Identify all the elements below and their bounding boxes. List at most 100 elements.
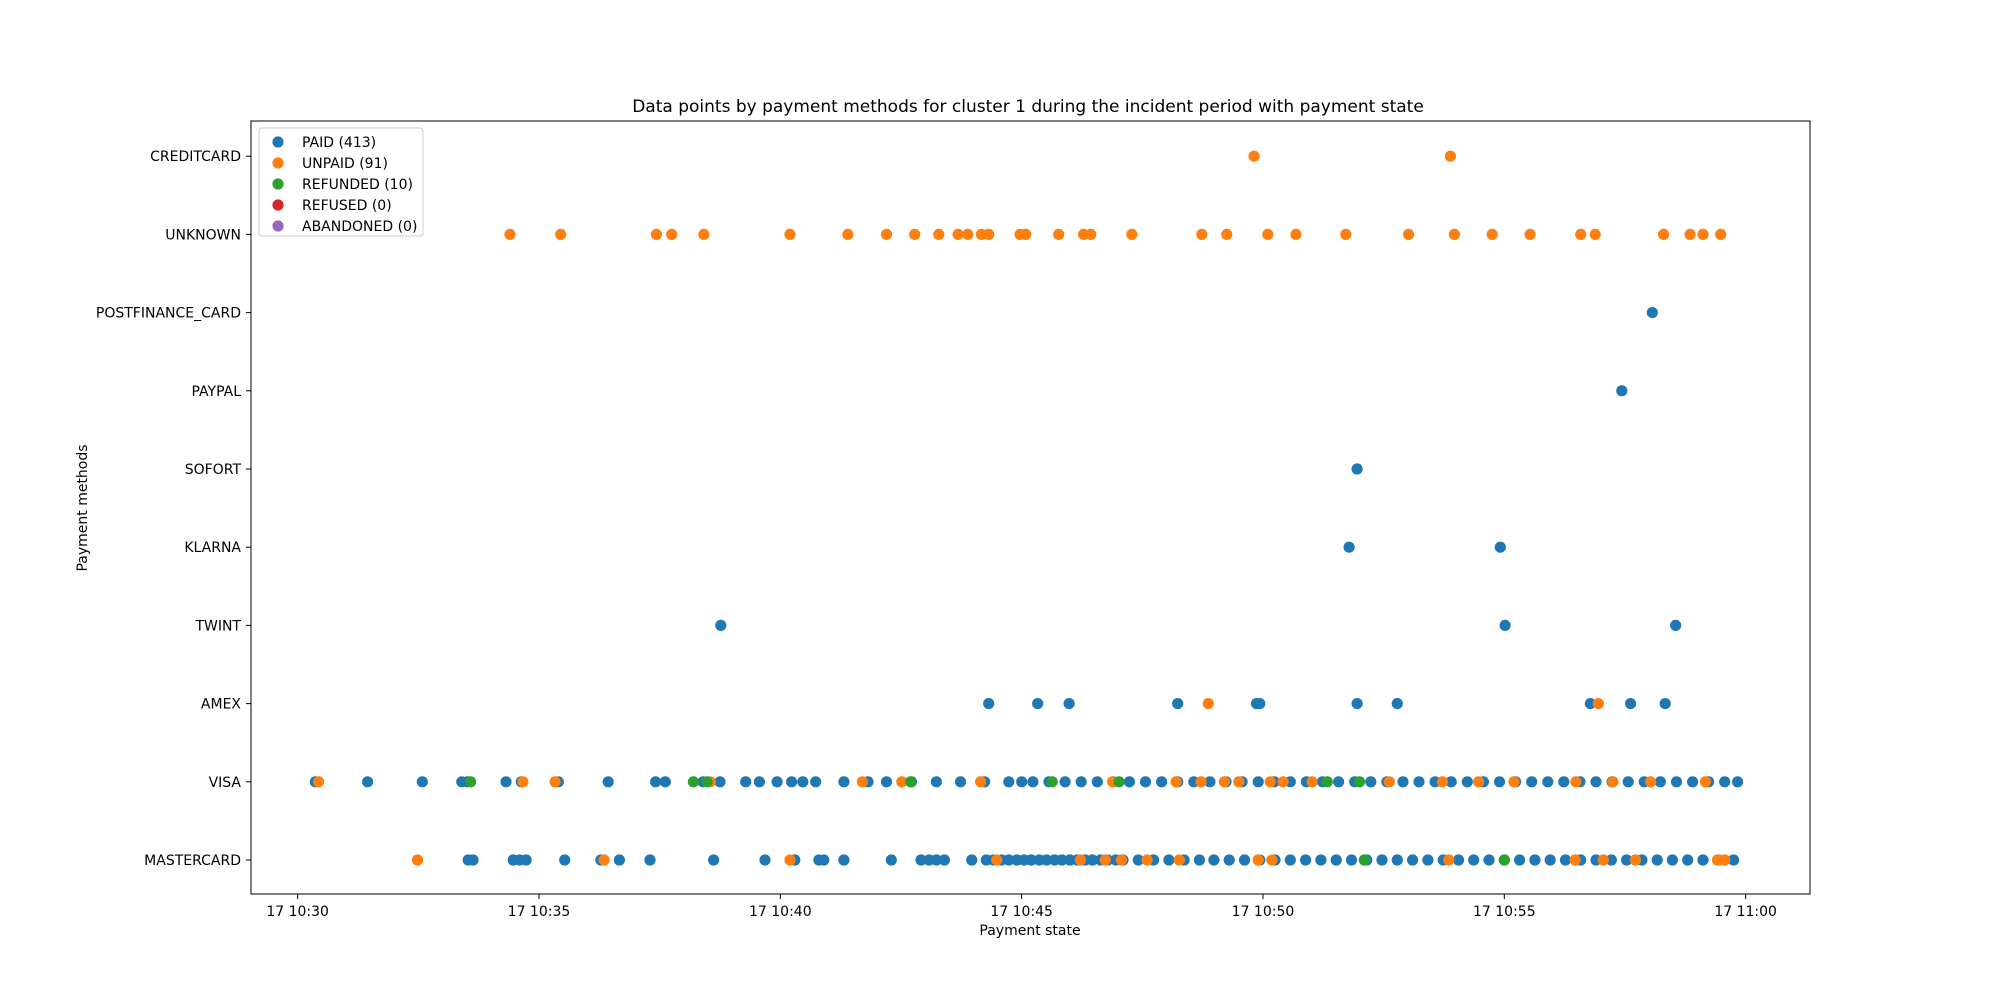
data-point <box>1715 228 1727 240</box>
data-point <box>659 776 671 788</box>
y-tick-label: UNKNOWN <box>165 227 241 243</box>
data-point <box>1728 854 1740 866</box>
data-point <box>1658 228 1670 240</box>
data-point <box>1248 150 1260 162</box>
legend-entry: REFUNDED (10) <box>302 177 413 193</box>
data-point <box>1020 228 1032 240</box>
data-point <box>1391 854 1403 866</box>
data-point <box>1670 776 1683 788</box>
data-point <box>1172 698 1184 710</box>
data-point <box>784 854 796 866</box>
data-point <box>1592 698 1604 710</box>
plot-area <box>250 120 1811 895</box>
data-point <box>698 228 710 240</box>
data-point <box>650 776 662 788</box>
data-point <box>1403 228 1415 240</box>
x-axis: 17 10:30 17 10:35 17 10:40 17 10:45 17 10:50… <box>266 894 1777 920</box>
data-point <box>520 854 532 866</box>
data-point <box>975 776 987 788</box>
plot-marks <box>309 150 1744 866</box>
data-point <box>1321 776 1333 788</box>
data-point <box>838 854 850 866</box>
data-point <box>885 854 897 866</box>
data-point <box>1315 854 1327 866</box>
data-point <box>517 776 529 788</box>
y-axis-label: Payment methods <box>75 444 91 571</box>
data-point <box>701 776 713 788</box>
legend-entry: ABANDONED (0) <box>302 219 417 235</box>
data-point <box>938 854 951 866</box>
data-point <box>1732 776 1744 788</box>
data-point <box>1266 854 1278 866</box>
data-point <box>1444 150 1456 162</box>
data-point <box>549 776 561 788</box>
data-point <box>1646 307 1658 319</box>
data-point <box>1670 619 1682 632</box>
data-point <box>1074 854 1086 866</box>
data-point <box>1542 776 1554 788</box>
data-point <box>1003 776 1015 788</box>
data-point <box>1163 854 1175 866</box>
data-point <box>1645 776 1657 788</box>
y-tick-label: TWINT <box>194 618 241 634</box>
data-point <box>1570 776 1582 788</box>
data-point <box>1559 854 1572 866</box>
data-point <box>1196 228 1208 240</box>
x-tick-label: 17 10:30 <box>266 904 329 920</box>
data-point <box>786 776 798 788</box>
data-point <box>1365 776 1377 788</box>
data-point <box>1590 776 1602 788</box>
data-point <box>1473 776 1485 788</box>
data-point <box>559 854 571 866</box>
data-point <box>555 228 567 240</box>
data-point <box>1262 228 1274 240</box>
data-point <box>1059 776 1071 788</box>
data-point <box>1156 776 1168 788</box>
data-point <box>1218 776 1230 788</box>
data-point <box>1605 854 1617 866</box>
data-point <box>1202 698 1214 710</box>
data-point <box>1383 776 1395 788</box>
data-point <box>1391 698 1403 710</box>
data-point <box>1003 854 1015 866</box>
data-point <box>714 776 726 788</box>
data-point <box>1422 854 1434 866</box>
data-point <box>740 776 752 788</box>
data-point <box>1529 854 1541 866</box>
data-point <box>1448 228 1460 240</box>
data-point <box>1041 854 1053 866</box>
data-point <box>1264 776 1276 788</box>
data-point <box>1233 776 1245 788</box>
data-point <box>1252 776 1264 788</box>
data-point <box>1046 776 1058 788</box>
data-point <box>1436 776 1448 788</box>
data-point <box>1284 854 1296 866</box>
data-point <box>1659 698 1671 710</box>
data-point <box>1027 776 1039 788</box>
legend-marker <box>272 199 284 211</box>
data-point <box>1684 228 1696 240</box>
data-point <box>1351 698 1363 710</box>
legend-marker <box>272 136 284 148</box>
data-point <box>1666 854 1678 866</box>
data-point <box>1493 776 1506 788</box>
data-point <box>602 776 614 788</box>
y-tick-label: MASTERCARD <box>144 853 241 869</box>
data-point <box>1085 228 1097 240</box>
data-point <box>966 854 978 866</box>
data-point <box>933 228 945 240</box>
data-point <box>1524 228 1536 240</box>
data-point <box>1195 776 1207 788</box>
data-point <box>1445 776 1457 788</box>
data-point <box>362 776 374 788</box>
data-point <box>1461 776 1473 788</box>
data-point <box>797 776 809 788</box>
data-point <box>1193 854 1205 866</box>
data-point <box>930 854 943 866</box>
data-point <box>962 228 974 240</box>
data-point <box>650 228 663 240</box>
data-point <box>416 776 428 788</box>
data-point <box>1063 698 1075 710</box>
data-point <box>880 776 893 788</box>
data-point <box>1397 776 1409 788</box>
